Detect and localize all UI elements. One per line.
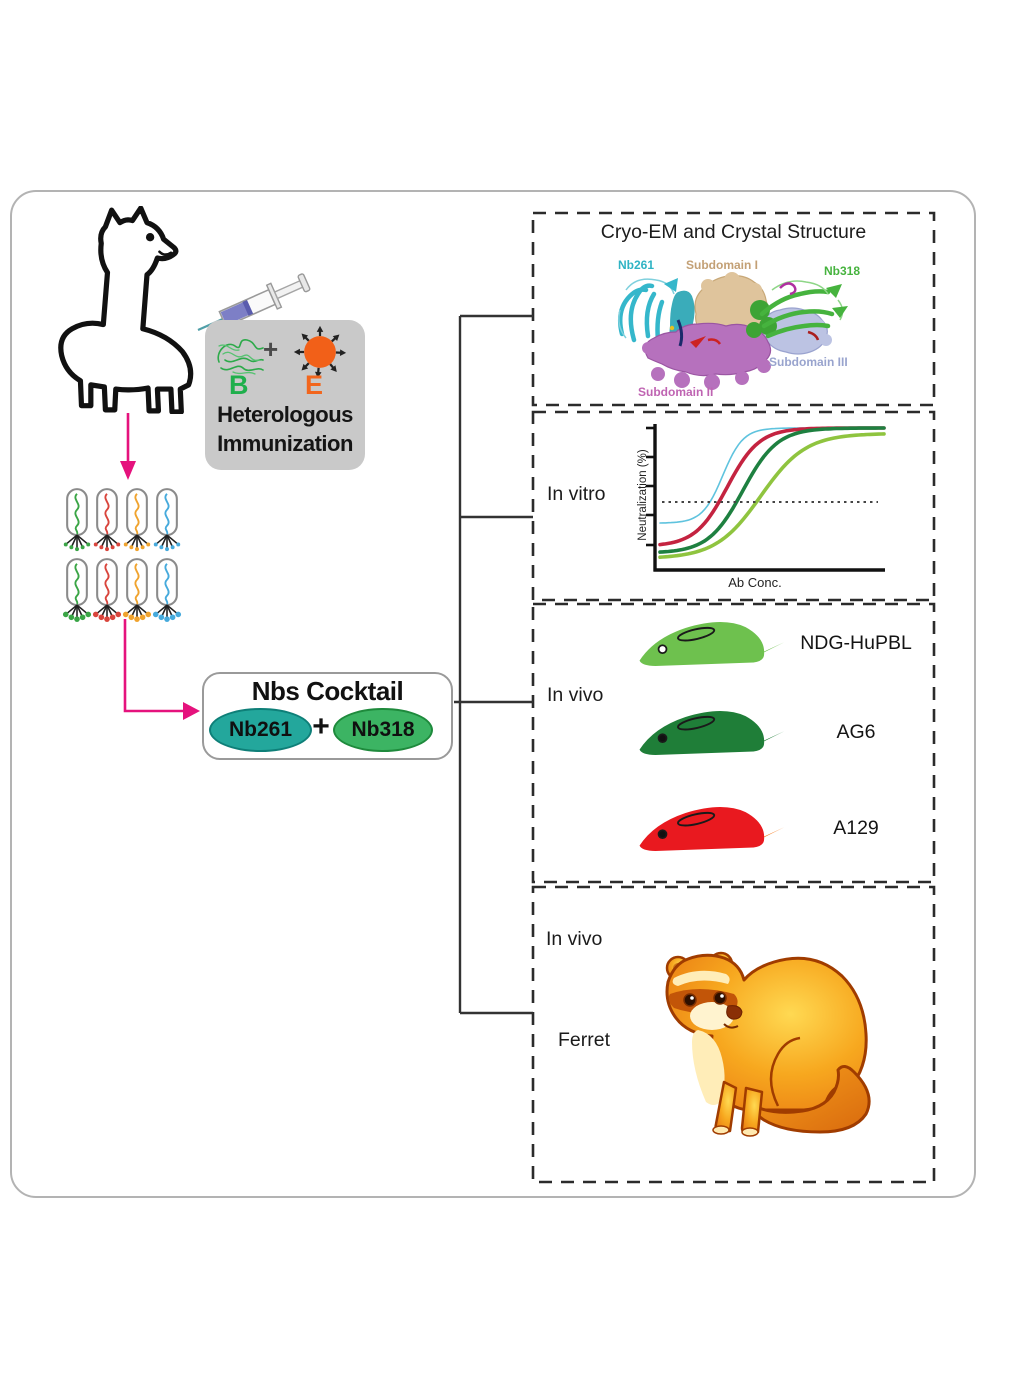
ferret-illustration [665, 951, 871, 1137]
mouse-ear [677, 811, 716, 827]
mouse-body [639, 622, 765, 666]
protein-structure-illustration [618, 272, 848, 390]
curve-cyan [659, 427, 885, 524]
phage-icon [63, 488, 91, 552]
label-subdomain-3: Subdomain III [769, 355, 848, 369]
cryoem-panel-title: Cryo-EM and Crystal Structure [600, 221, 867, 243]
mouse-icon [639, 711, 785, 755]
cocktail-title: Nbs Cocktail [251, 676, 404, 706]
immunization-heading-line2: Immunization [217, 431, 353, 456]
nbs-cocktail-box: Nbs Cocktail Nb261 + Nb318 [202, 672, 453, 760]
antigen-e-label: E [305, 370, 324, 400]
invivo-ferret-label: In vivo [546, 928, 603, 950]
mouse-label: NDG-HuPBL [800, 631, 912, 654]
y-axis-ticks [646, 426, 655, 547]
immunization-box: + B E Heterologous Immunization [205, 320, 365, 470]
phage-icon [153, 488, 181, 552]
protein-antigen-icon [217, 339, 264, 375]
phage-row-2 [62, 556, 182, 626]
phage-icon [93, 488, 121, 552]
mouse-eye [657, 644, 668, 655]
y-axis-label: Neutralization (%) [637, 449, 649, 541]
invitro-label: In vitro [547, 483, 606, 505]
virus-antigen-icon [293, 325, 347, 379]
mouse-ear [677, 715, 716, 731]
syringe-icon [197, 273, 311, 332]
mouse-row: NDG-HuPBL [636, 608, 928, 678]
label-nb318: Nb318 [824, 264, 861, 278]
mouse-icon [639, 807, 785, 851]
chart-curves [658, 426, 886, 559]
plus-sign: + [263, 334, 279, 364]
phage-icon [62, 558, 92, 622]
mouse-eye [657, 733, 668, 744]
phage-icon [123, 488, 151, 552]
chart-axes [653, 424, 885, 572]
virus-spikes [293, 325, 347, 379]
neutralization-chart [646, 424, 886, 572]
ferret-label: Ferret [558, 1029, 611, 1051]
curve-yellowgreen [658, 432, 886, 559]
phage-library [62, 486, 182, 626]
mouse-eye [657, 829, 668, 840]
mouse-icon [639, 622, 785, 666]
ferret-eye-right [713, 991, 727, 1005]
nb261-pill: Nb261 [209, 708, 312, 752]
label-subdomain-1: Subdomain I [686, 258, 758, 272]
nb318-pill: Nb318 [333, 708, 433, 752]
mouse-body [639, 711, 765, 755]
mouse-ear [677, 626, 716, 642]
invivo-mice-label: In vivo [547, 684, 604, 706]
cocktail-plus: + [312, 710, 330, 743]
phage-icon [122, 558, 152, 622]
alpaca-illustration [58, 206, 194, 414]
mouse-body [639, 807, 765, 851]
phage-icon [92, 558, 122, 622]
alpaca-eye [145, 233, 155, 242]
ferret-eye-left [683, 993, 697, 1007]
mouse-row: AG6 [636, 697, 928, 767]
antigen-b-label: B [229, 370, 249, 400]
phage-row-1 [62, 486, 182, 556]
immunization-heading-line1: Heterologous [217, 402, 353, 427]
label-subdomain-2: Subdomain II [638, 385, 714, 399]
curve-darkgreen [658, 426, 886, 554]
mouse-row: A129 [636, 793, 928, 863]
label-nb261: Nb261 [618, 258, 655, 272]
phage-icon [152, 558, 182, 622]
mouse-label: AG6 [836, 720, 876, 743]
mouse-label: A129 [833, 816, 879, 839]
ferret-nose [726, 1005, 743, 1020]
x-axis-label: Ab Conc. [728, 575, 782, 590]
